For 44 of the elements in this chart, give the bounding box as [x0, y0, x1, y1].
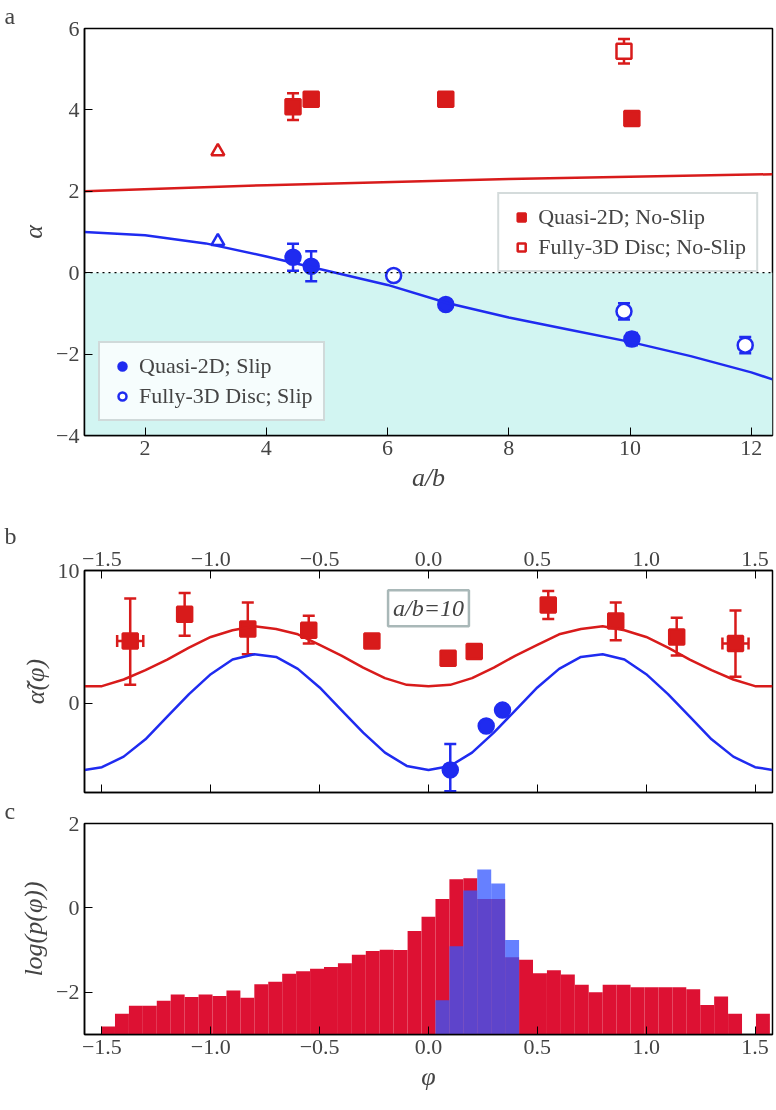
x-tick-label: 1.5: [741, 1033, 769, 1059]
annotation: a/b=10: [393, 595, 464, 622]
legend-label: Quasi-2D; Slip: [139, 353, 272, 379]
y-axis-title: α: [19, 223, 49, 239]
x-axis-title: a/b: [411, 462, 446, 492]
x2-tick-label: 0.5: [523, 545, 552, 571]
x-tick-label: 12: [740, 434, 763, 460]
y-tick-label: 0: [68, 894, 80, 920]
y-tick-label: 2: [68, 178, 80, 204]
x2-tick-label: 1.5: [741, 545, 769, 571]
x-tick-label: 2: [139, 434, 151, 460]
x2-tick-label: 1.0: [632, 545, 660, 571]
x-tick-label: 10: [619, 434, 642, 460]
y-tick-label: 6: [68, 15, 80, 41]
x2-tick-label: −1.5: [81, 545, 122, 571]
y-tick-label: 10: [57, 557, 80, 583]
x-tick-label: −1.0: [190, 1033, 231, 1059]
x2-tick-label: 0.0: [414, 545, 443, 571]
chart-title: a: [4, 2, 16, 29]
y-tick-label: 0: [68, 690, 80, 716]
y-tick-label: 4: [68, 96, 80, 122]
y-tick-label: −2: [56, 341, 80, 367]
x-tick-label: 0.0: [414, 1033, 443, 1059]
x-tick-label: −1.5: [81, 1033, 122, 1059]
x-axis-title: φ: [421, 1061, 436, 1091]
y-axis-title: α̃(φ): [20, 658, 50, 705]
x-tick-label: 1.0: [632, 1033, 660, 1059]
x-tick-label: 6: [382, 434, 394, 460]
legend-label: Fully-3D Disc; Slip: [139, 383, 313, 409]
chart-title: c: [4, 797, 16, 824]
x-tick-label: −0.5: [299, 1033, 340, 1059]
y-tick-label: 2: [68, 810, 80, 836]
legend-label: Fully-3D Disc; No-Slip: [538, 233, 746, 260]
x-tick-label: 4: [260, 434, 272, 460]
chart-title: b: [4, 522, 17, 549]
legend-label: Quasi-2D; No-Slip: [538, 203, 706, 230]
x-tick-label: 8: [503, 434, 515, 460]
y-tick-label: −2: [56, 979, 80, 1005]
x2-tick-label: −1.0: [190, 545, 231, 571]
y-tick-label: −4: [56, 422, 80, 448]
y-tick-label: 0: [68, 259, 80, 285]
y-axis-title: log(p(φ)): [19, 881, 49, 977]
x2-tick-label: −0.5: [299, 545, 340, 571]
x-tick-label: 0.5: [523, 1033, 552, 1059]
